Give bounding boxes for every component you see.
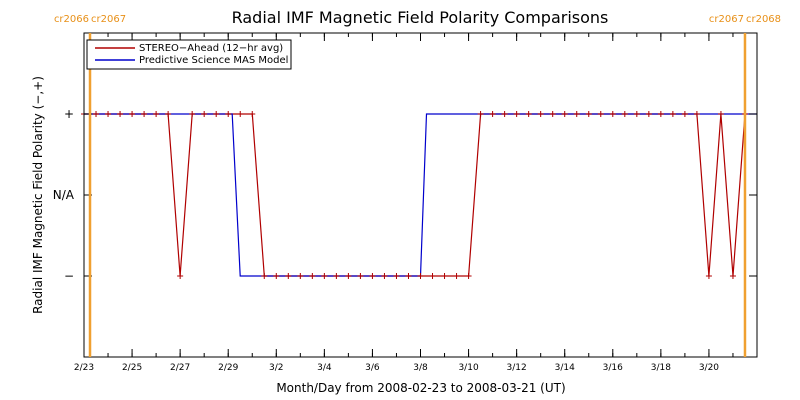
y-tick-label-0: + (64, 107, 74, 121)
data-point-0-18 (297, 273, 304, 279)
legend: STEREO−Ahead (12−hr avg) Predictive Scie… (86, 39, 292, 70)
chart-title: Radial IMF Magnetic Field Polarity Compa… (232, 8, 609, 27)
series-line-0 (84, 113, 746, 277)
x-tick-label-7: 3/8 (413, 363, 428, 373)
data-point-0-52 (705, 273, 712, 279)
data-point-0-46 (633, 111, 640, 117)
data-point-0-2 (105, 111, 112, 117)
data-point-0-51 (693, 111, 700, 117)
x-tick-label-0: 2/23 (74, 363, 94, 373)
cr-label-right-0: cr2067 (91, 14, 126, 25)
data-point-0-40 (561, 111, 568, 117)
data-point-0-34 (489, 111, 496, 117)
x-tick-label-1: 2/25 (122, 363, 142, 373)
x-tick-label-2: 2/27 (170, 363, 190, 373)
data-point-0-36 (513, 111, 520, 117)
data-point-0-33 (477, 111, 484, 117)
data-point-0-24 (369, 273, 376, 279)
data-point-0-30 (441, 273, 448, 279)
data-point-0-25 (381, 273, 388, 279)
cr-label-left-1: cr2067 (709, 14, 744, 25)
data-point-0-27 (405, 273, 412, 279)
legend-label-stereo: STEREO−Ahead (12−hr avg) (139, 43, 283, 54)
data-point-0-9 (189, 111, 196, 117)
data-point-0-23 (357, 273, 364, 279)
x-tick-label-13: 3/20 (699, 363, 719, 373)
data-point-0-4 (129, 111, 136, 117)
data-point-0-37 (525, 111, 532, 117)
y-axis-label: Radial IMF Magnetic Field Polarity (−,+) (31, 76, 45, 314)
data-point-0-19 (309, 273, 316, 279)
data-point-0-13 (237, 111, 244, 117)
x-axis-label: Month/Day from 2008-02-23 to 2008-03-21 … (276, 381, 565, 395)
data-point-0-26 (393, 273, 400, 279)
data-point-0-3 (117, 111, 124, 117)
data-point-0-38 (537, 111, 544, 117)
data-point-0-22 (345, 273, 352, 279)
data-point-0-32 (465, 273, 472, 279)
data-point-0-14 (249, 111, 256, 117)
x-tick-label-10: 3/14 (555, 363, 575, 373)
x-tick-label-3: 2/29 (218, 363, 238, 373)
data-point-0-42 (585, 111, 592, 117)
x-tick-label-5: 3/4 (317, 363, 332, 373)
data-point-0-53 (717, 111, 724, 117)
y-tick-label-1: N/A (53, 188, 75, 202)
data-point-0-20 (321, 273, 328, 279)
data-point-0-28 (417, 273, 424, 279)
data-point-0-6 (153, 111, 160, 117)
plot-area: 2/23 2/25 2/27 2/29 3/2 3/4 3/6 3/8 3/10 3/12 3/14… (53, 14, 781, 373)
series-line-1 (84, 113, 757, 277)
data-point-0-7 (165, 111, 172, 117)
data-point-0-5 (141, 111, 148, 117)
x-tick-label-12: 3/18 (651, 363, 671, 373)
data-point-0-17 (285, 273, 292, 279)
data-point-0-50 (681, 111, 688, 117)
data-point-0-1 (93, 111, 100, 117)
plot-frame (83, 32, 758, 358)
data-point-0-15 (261, 273, 268, 279)
x-tick-label-11: 3/16 (603, 363, 623, 373)
data-point-0-47 (645, 111, 652, 117)
x-tick-label-6: 3/6 (365, 363, 380, 373)
x-tick-label-9: 3/12 (507, 363, 527, 373)
data-point-0-10 (201, 111, 208, 117)
data-point-0-54 (729, 273, 736, 279)
x-tick-label-4: 3/2 (269, 363, 283, 373)
data-point-0-21 (333, 273, 340, 279)
data-point-0-16 (273, 273, 280, 279)
data-point-0-12 (225, 111, 232, 117)
cr-label-left-0: cr2066 (54, 14, 89, 25)
data-point-0-11 (213, 111, 220, 117)
data-point-0-35 (501, 111, 508, 117)
data-point-0-44 (609, 111, 616, 117)
data-point-0-39 (549, 111, 556, 117)
data-point-0-41 (573, 111, 580, 117)
data-point-0-48 (657, 111, 664, 117)
x-tick-label-8: 3/10 (458, 363, 478, 373)
data-point-0-29 (429, 273, 436, 279)
cr-label-right-1: cr2068 (746, 14, 781, 25)
legend-box (86, 39, 292, 70)
y-tick-label-2: − (64, 269, 74, 283)
data-point-0-31 (453, 273, 460, 279)
data-point-0-45 (621, 111, 628, 117)
legend-label-mas: Predictive Science MAS Model (139, 55, 288, 66)
data-point-0-49 (669, 111, 676, 117)
data-point-0-8 (177, 273, 184, 279)
data-point-0-43 (597, 111, 604, 117)
